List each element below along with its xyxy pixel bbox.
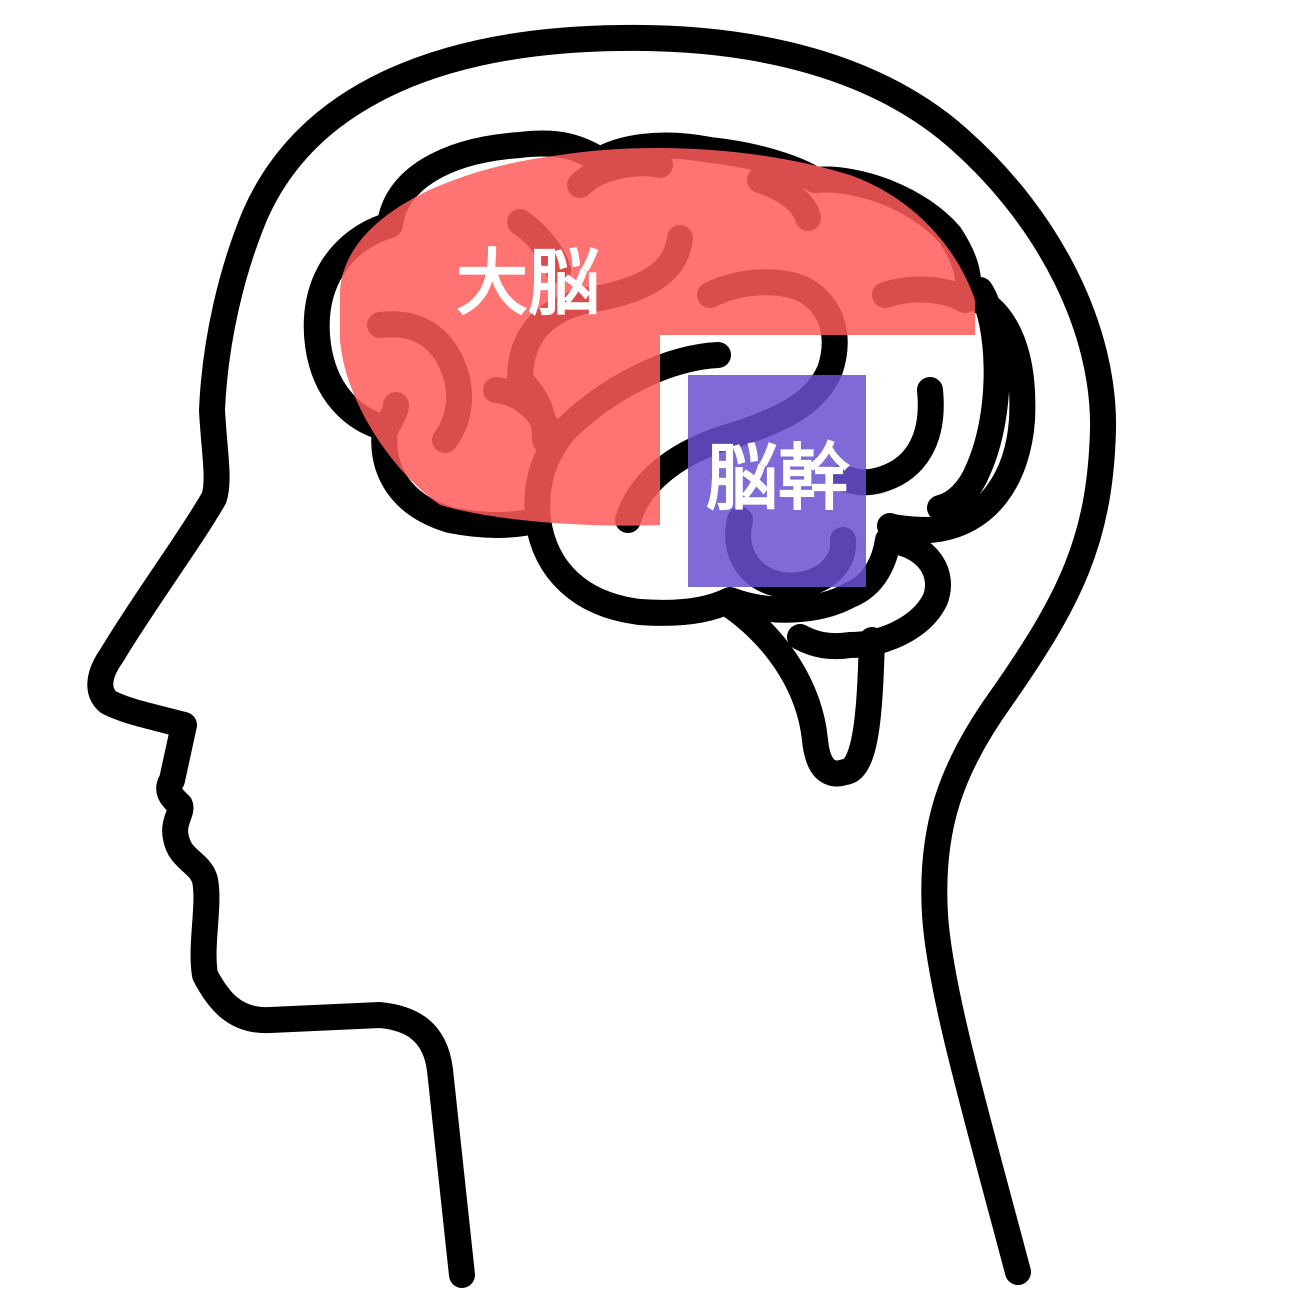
brainstem-region: [688, 375, 866, 587]
cerebellum-outline: [717, 592, 885, 787]
cerebrum-region: [340, 147, 975, 526]
brainstem-label: 脳幹: [706, 436, 851, 520]
head-outline: [87, 24, 1117, 1288]
cerebrum-label: 大脳: [456, 241, 600, 325]
